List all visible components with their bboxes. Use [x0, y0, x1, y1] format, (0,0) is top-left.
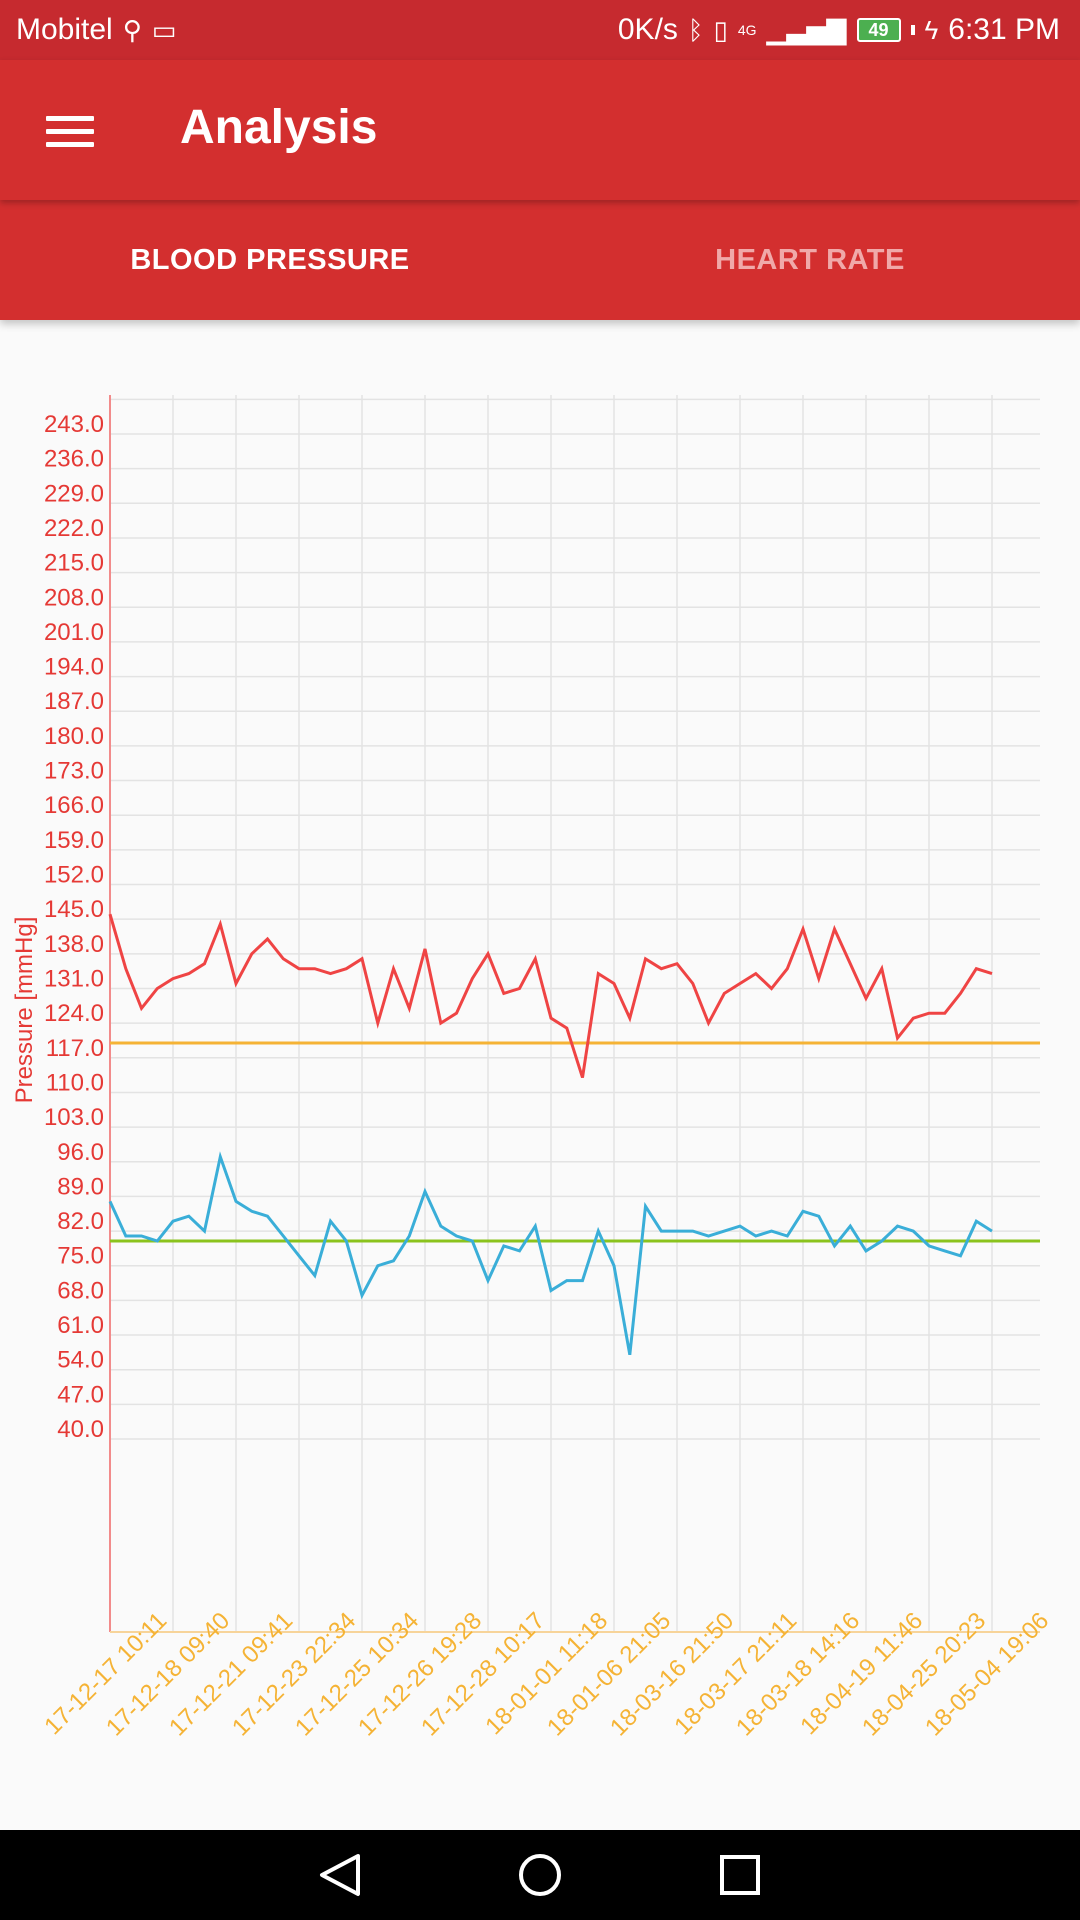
- y-tick-label: 117.0: [46, 1035, 104, 1062]
- y-tick-label: 54.0: [57, 1347, 104, 1374]
- network-type: 4G: [737, 22, 757, 38]
- y-tick-label: 215.0: [44, 550, 104, 577]
- y-tick-label: 180.0: [44, 723, 104, 750]
- y-tick-label: 222.0: [44, 515, 104, 542]
- navigation-bar: [0, 1830, 1080, 1920]
- y-tick-label: 40.0: [57, 1416, 104, 1443]
- tab-bar: BLOOD PRESSURE HEART RATE: [0, 200, 1080, 320]
- y-tick-label: 173.0: [44, 758, 104, 785]
- blood-pressure-chart[interactable]: 243.0 236.0 229.0 222.0 215.0 208.0 201.0 194.0…: [0, 320, 1080, 1830]
- y-tick-label: 131.0: [44, 965, 104, 992]
- y-tick-label: 194.0: [44, 654, 104, 681]
- y-axis-title: Pressure [mmHg]: [11, 917, 38, 1104]
- diastolic-series-line: [108, 1151, 993, 1356]
- y-tick-label: 208.0: [44, 584, 104, 611]
- page-title: Analysis: [180, 101, 378, 154]
- y-tick-label: 159.0: [44, 827, 104, 854]
- y-tick-label: 152.0: [44, 862, 104, 889]
- charging-icon: ϟ: [924, 15, 939, 45]
- usb-icon: ⚲: [122, 15, 142, 45]
- home-icon[interactable]: [510, 1850, 570, 1900]
- y-tick-label: 47.0: [57, 1381, 104, 1408]
- bluetooth-icon: ᛒ: [687, 15, 704, 45]
- signal-icon: ▁▃▅▇: [766, 15, 847, 45]
- y-tick-label: 75.0: [57, 1243, 104, 1270]
- y-tick-label: 103.0: [44, 1104, 104, 1131]
- network-speed: 0K/s: [617, 13, 678, 46]
- y-tick-label: 96.0: [57, 1139, 104, 1166]
- y-tick-label: 166.0: [44, 792, 104, 819]
- battery-icon: 49: [856, 18, 901, 42]
- y-tick-label: 201.0: [44, 619, 104, 646]
- y-tick-label: 229.0: [44, 480, 104, 507]
- laptop-icon: ▭: [151, 15, 177, 45]
- app-bar: Analysis: [0, 60, 1080, 200]
- battery-level: 49: [868, 19, 889, 40]
- y-tick-label: 124.0: [44, 1000, 104, 1027]
- y-tick-label: 61.0: [57, 1312, 104, 1339]
- y-tick-label: 82.0: [57, 1208, 104, 1235]
- systolic-series-line: [108, 913, 993, 1079]
- hamburger-menu-icon[interactable]: [46, 116, 94, 148]
- battery-tip: [910, 25, 915, 35]
- y-tick-label: 110.0: [46, 1069, 104, 1096]
- back-icon[interactable]: [310, 1850, 370, 1900]
- vibrate-icon: ▯: [713, 15, 728, 45]
- y-tick-label: 236.0: [44, 446, 104, 473]
- chart-container: 243.0 236.0 229.0 222.0 215.0 208.0 201.0 194.0…: [0, 320, 1080, 1830]
- y-tick-label: 187.0: [44, 688, 104, 715]
- tab-blood-pressure[interactable]: BLOOD PRESSURE: [130, 243, 410, 276]
- tab-heart-rate[interactable]: HEART RATE: [715, 243, 905, 276]
- y-tick-label: 138.0: [44, 931, 104, 958]
- status-bar: Mobitel ⚲ ▭ 0K/s ᛒ ▯ 4G ▁▃▅▇ 49 ϟ 6:31 P…: [0, 0, 1080, 60]
- y-tick-label: 89.0: [57, 1173, 104, 1200]
- recent-apps-icon[interactable]: [710, 1850, 770, 1900]
- y-tick-label: 68.0: [57, 1277, 104, 1304]
- clock: 6:31 PM: [948, 13, 1060, 46]
- y-tick-label: 243.0: [44, 411, 104, 438]
- carrier-label: Mobitel: [16, 13, 113, 46]
- y-tick-label: 145.0: [44, 896, 104, 923]
